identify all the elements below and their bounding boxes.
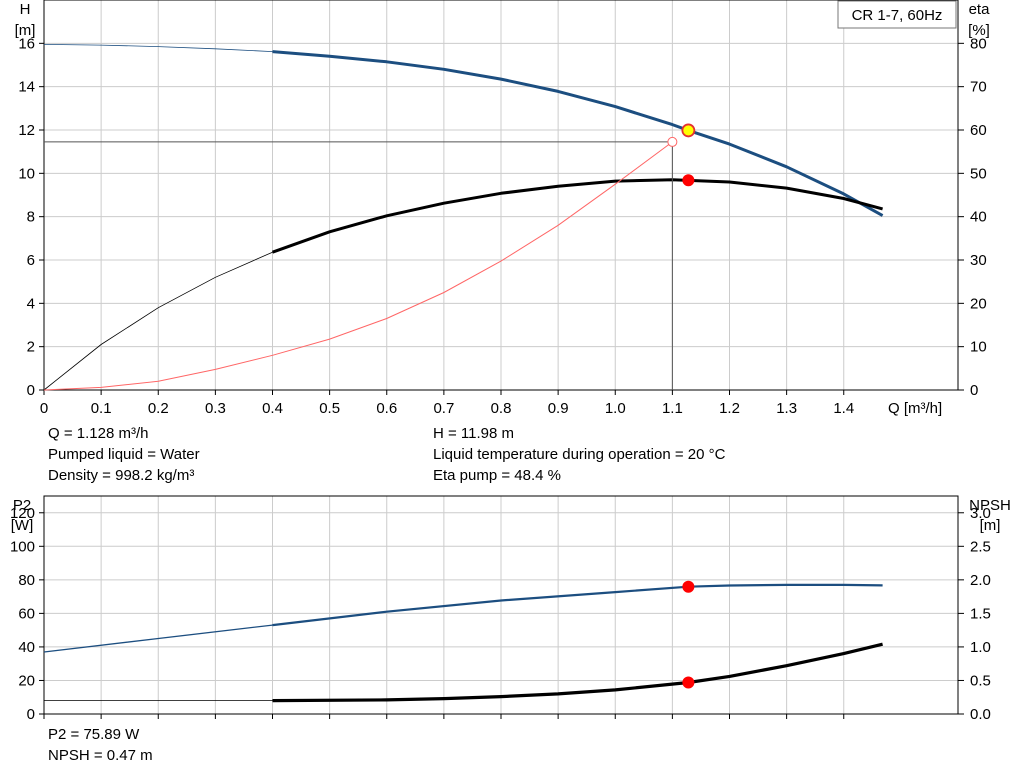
x-tick-label: 1.0: [605, 400, 626, 417]
npsh-curve: [272, 642, 883, 703]
top-y-left-tick-label: 16: [18, 35, 35, 52]
legend-label: CR 1-7, 60Hz: [852, 7, 943, 24]
x-axis-label: Q [m³/h]: [888, 400, 942, 417]
top-plot-ticks: 0 0.1 0.2 0.3 0.4 0.5 0.6 0.7 0.8 0.9 1.0 1.1 1.2 1.3…: [18, 35, 986, 417]
top-y-right-tick-label: 10: [970, 339, 987, 356]
bottom-plot-series: [43, 583, 883, 703]
bottom-left-axis-unit: [W]: [11, 517, 34, 534]
top-y-left-tick-label: 0: [27, 382, 35, 399]
npsh-operating-point: [682, 676, 695, 689]
bottom-y-left-tick-label: 120: [10, 505, 35, 522]
bottom-left-axis-title: P2: [13, 497, 31, 514]
top-y-left-tick-label: 12: [18, 122, 35, 139]
top-y-left-tick-label: 2: [27, 339, 35, 356]
top-right-axis-unit: [%]: [968, 22, 990, 39]
p2-curve: [272, 583, 883, 627]
top-left-axis-title: H: [20, 1, 31, 18]
head-curve: [272, 50, 884, 217]
info-density: Density = 998.2 kg/m³: [48, 467, 195, 484]
operating-point-markers: [44, 123, 696, 689]
top-y-right-tick-label: 30: [970, 252, 987, 269]
bottom-y-left-tick-label: 40: [18, 639, 35, 656]
bottom-y-right-tick-label: 2.5: [970, 538, 991, 555]
top-plot-series: [43, 44, 884, 391]
x-tick-label: 0.4: [262, 400, 283, 417]
bottom-y-right-tick-label: 3.0: [970, 505, 991, 522]
top-y-left-tick-label: 6: [27, 252, 35, 269]
x-tick-label: 0.7: [433, 400, 454, 417]
top-right-axis-title: eta: [969, 1, 991, 18]
top-y-right-tick-label: 40: [970, 209, 987, 226]
info-eta-pump: Eta pump = 48.4 %: [433, 467, 561, 484]
x-tick-label: 0.5: [319, 400, 340, 417]
bottom-y-left-tick-label: 20: [18, 672, 35, 689]
bottom-y-left-tick-label: 100: [10, 538, 35, 555]
info-pumped-liquid: Pumped liquid = Water: [48, 446, 200, 463]
bottom-plot-ticks: 0 20 40 60 80 100 120 0.0 0.5 1.0 1.5 2.0 2.5 3.0: [10, 505, 991, 723]
x-tick-label: 1.2: [719, 400, 740, 417]
x-tick-label: 1.1: [662, 400, 683, 417]
bottom-y-right-tick-label: 1.0: [970, 639, 991, 656]
x-tick-label: 0.1: [91, 400, 112, 417]
info-npsh: NPSH = 0.47 m: [48, 747, 153, 764]
info-liquid-temperature: Liquid temperature during operation = 20…: [433, 446, 726, 463]
top-y-left-tick-label: 14: [18, 79, 35, 96]
eta-curve-extrapolated: [43, 251, 273, 391]
bottom-y-left-tick-label: 80: [18, 572, 35, 589]
top-y-left-tick-label: 10: [18, 165, 35, 182]
top-y-right-tick-label: 20: [970, 295, 987, 312]
top-y-right-tick-label: 70: [970, 79, 987, 96]
top-left-axis-unit: [m]: [15, 22, 36, 39]
x-tick-label: 0.8: [491, 400, 512, 417]
x-tick-label: 1.3: [776, 400, 797, 417]
x-tick-label: 1.4: [833, 400, 854, 417]
top-y-right-tick-label: 60: [970, 122, 987, 139]
eta-operating-point: [682, 174, 695, 187]
bottom-y-left-tick-label: 60: [18, 605, 35, 622]
top-y-right-tick-label: 80: [970, 35, 987, 52]
p2-operating-point: [682, 580, 695, 593]
x-tick-label: 0.6: [376, 400, 397, 417]
bottom-right-axis-unit: [m]: [980, 517, 1001, 534]
bottom-plot-grid: [44, 496, 958, 714]
x-tick-label: 0: [40, 400, 48, 417]
x-tick-label: 0.9: [548, 400, 569, 417]
system-curve: [43, 141, 673, 391]
head-operating-point: [681, 123, 696, 138]
top-y-right-tick-label: 50: [970, 165, 987, 182]
top-y-left-tick-label: 4: [27, 295, 35, 312]
info-p2: P2 = 75.89 W: [48, 726, 140, 743]
info-flow: Q = 1.128 m³/h: [48, 425, 149, 442]
x-tick-label: 0.3: [205, 400, 226, 417]
info-head: H = 11.98 m: [433, 425, 515, 442]
legend-box: CR 1-7, 60Hz: [837, 0, 957, 29]
x-tick-label: 0.2: [148, 400, 169, 417]
bottom-y-right-tick-label: 2.0: [970, 572, 991, 589]
head-curve-extrapolated: [43, 44, 273, 52]
eta-curve: [271, 178, 883, 254]
bottom-y-right-tick-label: 0.5: [970, 672, 991, 689]
p2-curve-extrapolated: [43, 624, 273, 653]
top-y-right-tick-label: 0: [970, 382, 978, 399]
bottom-y-right-tick-label: 0.0: [970, 706, 991, 723]
system-curve-end-marker: [667, 136, 678, 147]
bottom-right-axis-title: NPSH: [969, 497, 1011, 514]
top-y-left-tick-label: 8: [27, 209, 35, 226]
bottom-y-left-tick-label: 0: [27, 706, 35, 723]
bottom-y-right-tick-label: 1.5: [970, 605, 991, 622]
